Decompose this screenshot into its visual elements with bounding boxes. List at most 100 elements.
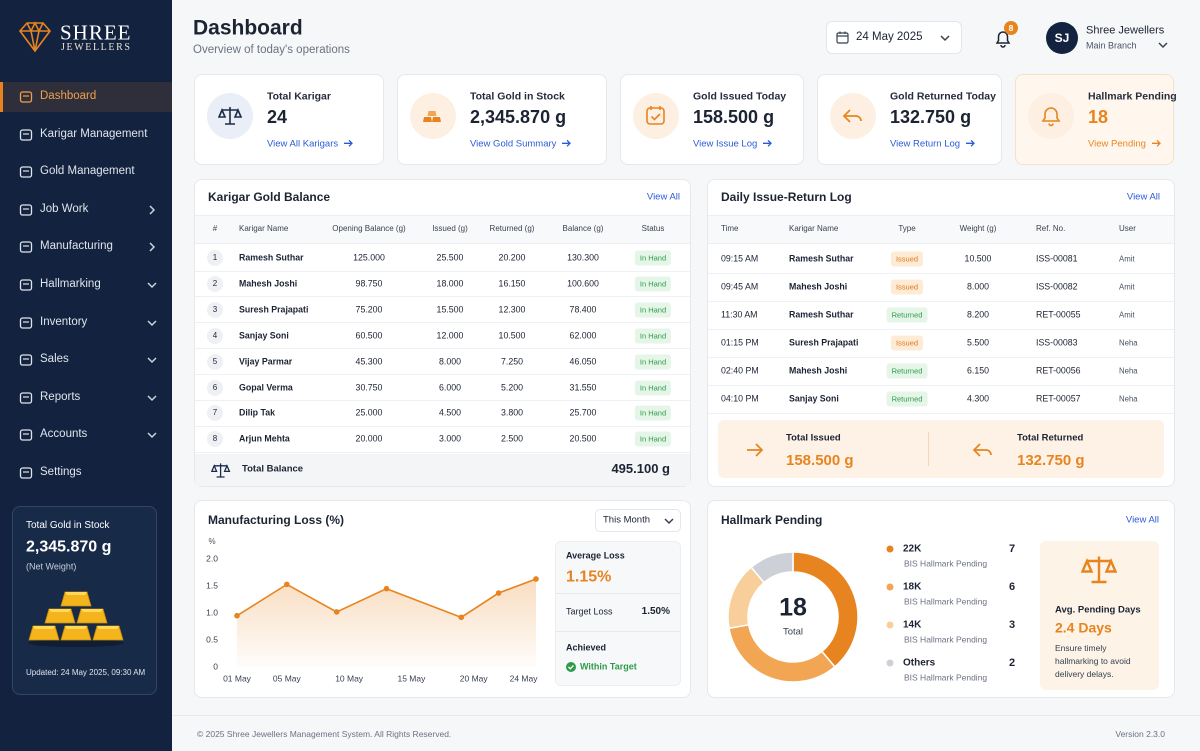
kpi-icon (644, 104, 668, 128)
row-divider (708, 413, 1174, 414)
cell: 62.000 (569, 330, 597, 341)
karigar-name: Mahesh Joshi (239, 278, 298, 289)
icon-part (222, 107, 238, 125)
type-badge: Returned (886, 391, 928, 407)
cell: 31.550 (569, 382, 597, 393)
icon-part (149, 205, 156, 215)
icon-part (842, 109, 862, 123)
cell: 09:45 AM (721, 281, 759, 292)
icon-part (28, 591, 124, 647)
icon-part (566, 662, 576, 672)
avg-days-note: Ensure timely hallmarking to avoid deliv… (1055, 643, 1131, 679)
status-badge: In Hand (634, 431, 672, 447)
column-header: Time (721, 224, 739, 234)
kpi-value: 158.500 g (693, 107, 775, 128)
icon-part (19, 354, 33, 366)
cell: 16.150 (498, 278, 526, 289)
cell: ISS-00082 (1036, 281, 1078, 292)
footer-version: Version 2.3.0 (1115, 728, 1165, 739)
column-header: # (212, 224, 218, 234)
kpi-label: Total Gold in Stock (470, 90, 565, 103)
icon-part (211, 464, 231, 473)
gold-bars (26, 588, 126, 648)
cell: 45.300 (355, 356, 383, 367)
kpi-link[interactable]: View All Karigars (267, 138, 354, 149)
kpi-link[interactable]: View Pending (1088, 138, 1161, 149)
period-select[interactable] (595, 509, 681, 532)
icon-part (18, 21, 52, 53)
icon-part (218, 107, 242, 125)
nav-item[interactable]: Job Work (40, 202, 89, 215)
row-divider (195, 270, 690, 272)
index-badge (207, 405, 223, 422)
icon-part (19, 204, 33, 216)
totals-box (718, 420, 1164, 478)
icon-part (19, 128, 33, 141)
kpi-link[interactable]: View Return Log (890, 138, 975, 149)
stock-value: 2,345.870 g (26, 538, 112, 556)
icon-part (763, 140, 773, 148)
icon-part (147, 395, 157, 401)
nav-active-bg (0, 82, 172, 112)
icon-part (966, 140, 975, 148)
view-all-link[interactable]: View All (1125, 514, 1159, 526)
notification-count: 8 (1008, 22, 1014, 33)
row-divider (195, 400, 690, 401)
row-divider (195, 296, 690, 298)
icon-part (995, 31, 1011, 48)
chevron (147, 319, 157, 327)
cell: 20.200 (498, 252, 526, 263)
icon-part (214, 463, 228, 478)
nav-item[interactable]: Manufacturing (40, 240, 113, 253)
cell: 6.150 (966, 365, 990, 376)
icon-part (427, 111, 437, 116)
row-index: 4 (212, 330, 218, 340)
summary-divider (556, 593, 680, 594)
icon-part (19, 316, 33, 329)
nav-item[interactable]: Dashboard (40, 90, 97, 103)
icon-part (19, 279, 33, 291)
icon-part (147, 357, 157, 364)
panel-title: Daily Issue-Return Log (721, 189, 852, 204)
stock-updated: Updated: 24 May 2025, 09:30 AM (26, 668, 146, 678)
cell: 75.200 (355, 304, 383, 315)
cell: 4.500 (438, 408, 462, 419)
column-header: Status (641, 224, 665, 234)
cell: 30.750 (355, 382, 383, 393)
type-badge: Issued (890, 251, 924, 267)
nav-item[interactable]: Inventory (40, 315, 88, 328)
nav-item[interactable]: Gold Management (40, 165, 135, 178)
column-header: Issued (g) (432, 224, 468, 234)
icon-part (19, 467, 33, 479)
nav-item[interactable]: Hallmarking (40, 278, 101, 291)
cell: 100.600 (567, 278, 599, 289)
karigar-name: Sanjay Soni (789, 393, 839, 404)
icon-part (646, 107, 665, 125)
nav-item[interactable]: Accounts (40, 428, 88, 441)
row-divider (195, 374, 690, 376)
view-all-link[interactable]: View All (646, 191, 680, 203)
cell: 98.750 (355, 278, 383, 289)
kpi-link[interactable]: View Issue Log (693, 138, 773, 149)
avatar[interactable] (1046, 22, 1078, 54)
icon-part (646, 106, 665, 125)
cell: 12.000 (436, 330, 464, 341)
period-text: This Month (603, 514, 650, 526)
table-header (708, 215, 1174, 244)
nav-item[interactable]: Karigar Management (40, 127, 148, 140)
kpi-value: 24 (267, 107, 288, 128)
nav-item[interactable]: Reports (40, 390, 81, 403)
column-header: Weight (g) (959, 224, 997, 234)
nav-item[interactable]: Settings (40, 466, 82, 479)
kpi-link[interactable]: View Gold Summary (470, 138, 572, 149)
footer-copyright: © 2025 Shree Jewellers Management System… (197, 728, 452, 739)
date-picker[interactable] (826, 21, 962, 54)
avg-days-value: 2.4 Days (1055, 619, 1112, 636)
kpi-icon-bg (1028, 93, 1074, 139)
view-all-link[interactable]: View All (1126, 191, 1160, 203)
icon-part (972, 443, 992, 457)
cell: 20.000 (355, 434, 383, 445)
chevron (147, 356, 157, 364)
nav-item[interactable]: Sales (40, 353, 69, 366)
